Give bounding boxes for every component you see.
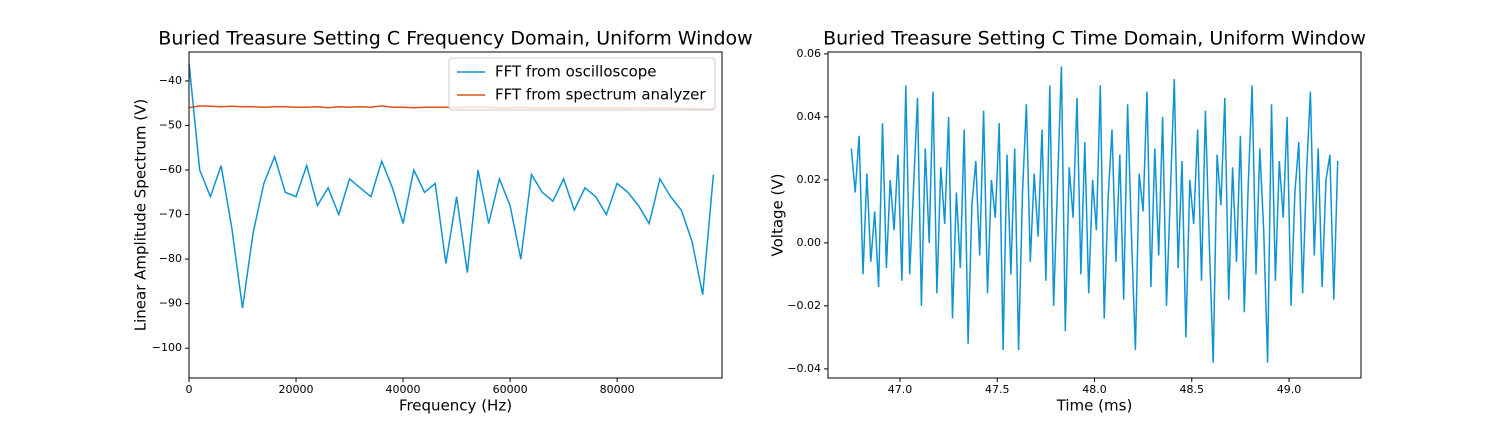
data-line [189, 63, 715, 309]
x-tick-label: 47.0 [888, 383, 913, 396]
x-tick-label: 40000 [386, 383, 421, 396]
x-tick-label: 80000 [600, 383, 635, 396]
x-tick-label: 49.0 [1277, 383, 1302, 396]
x-axis-label: Time (ms) [1056, 397, 1133, 415]
y-tick-label: 0.00 [797, 236, 822, 249]
y-tick-label: 0.02 [797, 173, 822, 186]
legend-label: FFT from spectrum analyzer [495, 86, 706, 104]
y-tick-label: −80 [159, 252, 182, 265]
chart-title: Buried Treasure Setting C Frequency Doma… [158, 28, 752, 50]
y-tick-label: −60 [159, 163, 182, 176]
x-tick-label: 0 [186, 383, 193, 396]
y-tick-label: −0.02 [787, 299, 821, 312]
x-tick-label: 47.5 [985, 383, 1010, 396]
x-tick-label: 20000 [279, 383, 314, 396]
data-line [850, 66, 1339, 363]
chart-title: Buried Treasure Setting C Time Domain, U… [823, 28, 1366, 50]
y-tick-label: 0.04 [797, 110, 822, 123]
x-tick-label: 60000 [493, 383, 528, 396]
y-axis-label: Voltage (V) [769, 174, 787, 257]
y-tick-label: 0.06 [797, 47, 822, 60]
x-tick-label: 48.5 [1180, 383, 1205, 396]
axes-frame [827, 51, 1362, 379]
legend-label: FFT from oscilloscope [495, 63, 657, 81]
y-tick-label: −100 [152, 341, 182, 354]
x-axis-label: Frequency (Hz) [399, 397, 512, 415]
axes-frame [188, 51, 723, 379]
y-tick-label: −0.04 [787, 362, 821, 375]
y-axis-label: Linear Amplitude Spectrum (V) [132, 99, 150, 331]
legend-box [448, 57, 716, 111]
x-tick-label: 48.0 [1082, 383, 1107, 396]
legend: FFT from oscilloscope FFT from spectrum a… [448, 57, 716, 111]
y-tick-label: −40 [159, 74, 182, 87]
y-tick-label: −50 [159, 118, 182, 131]
y-tick-label: −70 [159, 208, 182, 221]
y-tick-label: −90 [159, 297, 182, 310]
